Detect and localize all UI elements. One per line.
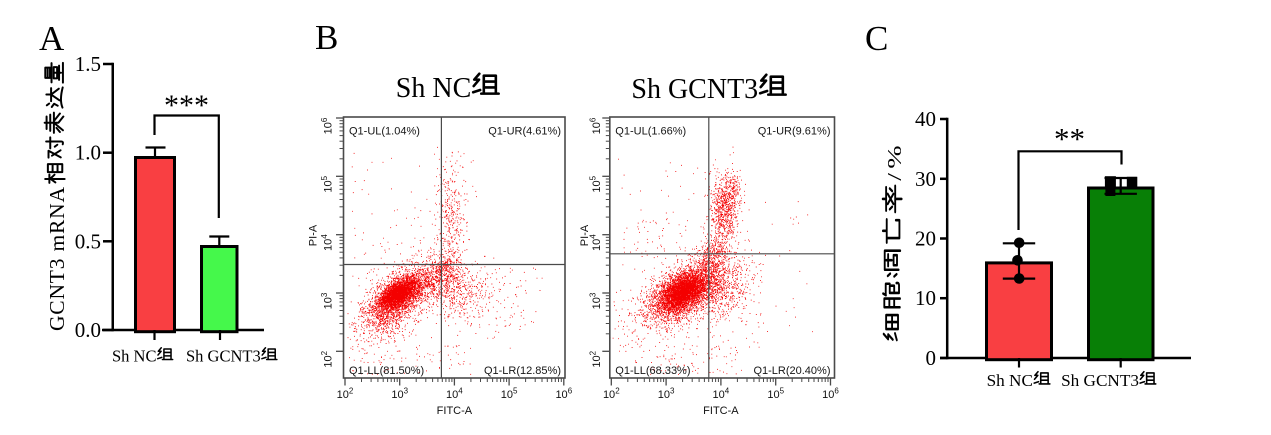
svg-text:%: %: [883, 145, 905, 168]
svg-text:PI-A: PI-A: [579, 224, 591, 246]
svg-text:PI-A: PI-A: [308, 224, 320, 246]
svg-text:Q1-UR(4.61%): Q1-UR(4.61%): [488, 126, 561, 138]
svg-text:C: C: [45, 300, 69, 314]
svg-text:3: 3: [45, 259, 69, 270]
svg-text:0.5: 0.5: [75, 229, 101, 253]
svg-text:FITC-A: FITC-A: [703, 405, 739, 417]
svg-text:Sh GCNT3: Sh GCNT3: [186, 347, 261, 366]
svg-text:/: /: [883, 173, 905, 181]
svg-text:Q1-UL(1.04%): Q1-UL(1.04%): [349, 126, 420, 138]
svg-text:Q1-LR(20.40%): Q1-LR(20.40%): [753, 365, 830, 377]
svg-text:A: A: [45, 187, 69, 203]
svg-text:G: G: [45, 315, 69, 331]
svg-text:A: A: [39, 19, 65, 58]
svg-text:20: 20: [915, 227, 936, 251]
svg-text:1.5: 1.5: [75, 52, 101, 76]
svg-text:Sh NC: Sh NC: [396, 73, 471, 104]
svg-text:***: ***: [164, 89, 209, 122]
svg-text:Q1-UR(9.61%): Q1-UR(9.61%): [758, 126, 831, 138]
svg-text:N: N: [45, 203, 69, 219]
svg-text:m: m: [45, 235, 69, 252]
svg-text:Sh NC: Sh NC: [112, 347, 156, 366]
svg-text:FITC-A: FITC-A: [437, 405, 473, 417]
svg-text:40: 40: [915, 107, 936, 131]
svg-text:R: R: [45, 219, 69, 234]
svg-text:Sh GCNT3: Sh GCNT3: [1061, 371, 1139, 390]
svg-text:Q1-LL(68.33%): Q1-LL(68.33%): [615, 365, 690, 377]
svg-text:0: 0: [926, 346, 937, 370]
svg-text:10: 10: [915, 286, 936, 310]
svg-text:N: N: [45, 284, 69, 300]
svg-text:30: 30: [915, 167, 936, 191]
svg-text:Sh NC: Sh NC: [987, 371, 1033, 390]
svg-text:**: **: [1054, 121, 1085, 156]
svg-text:0.0: 0.0: [75, 318, 101, 342]
svg-text:T: T: [45, 270, 69, 283]
svg-text:C: C: [865, 19, 888, 58]
svg-text:Q1-UL(1.66%): Q1-UL(1.66%): [615, 126, 686, 138]
svg-text:Q1-LR(12.85%): Q1-LR(12.85%): [484, 365, 561, 377]
svg-text:Sh GCNT3: Sh GCNT3: [631, 74, 758, 105]
svg-text:1.0: 1.0: [75, 141, 101, 165]
svg-text:B: B: [315, 18, 338, 57]
svg-text:Q1-LL(81.50%): Q1-LL(81.50%): [349, 365, 424, 377]
